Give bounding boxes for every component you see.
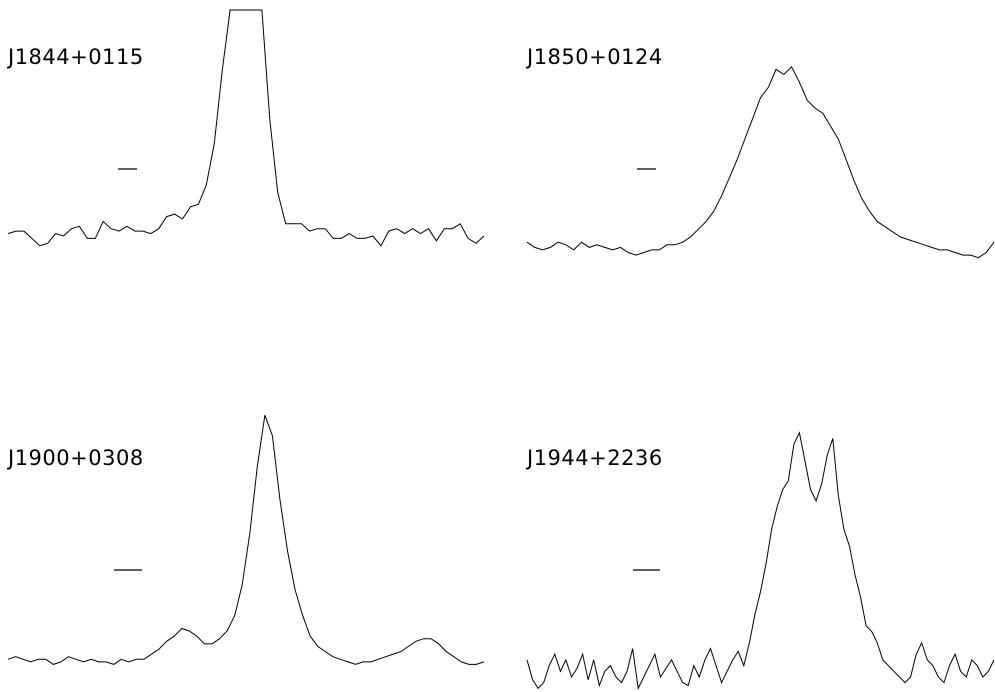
pulsar-name-label: J1844+0115	[6, 45, 144, 69]
panel-J1844+0115: J1844+0115	[6, 9, 485, 247]
pulsar-name-label: J1900+0308	[6, 446, 144, 470]
pulse-profile-line	[526, 65, 995, 259]
pulsar-name-label: J1850+0124	[525, 45, 663, 69]
panel-J1944+2236: J1944+2236	[525, 431, 995, 690]
pulse-profile-line	[7, 414, 485, 665]
pulse-profile-line	[7, 9, 485, 247]
pulse-profile-line	[526, 431, 995, 690]
panel-J1900+0308: J1900+0308	[6, 414, 485, 665]
pulsar-name-label: J1944+2236	[525, 446, 663, 470]
panel-J1850+0124: J1850+0124	[525, 45, 995, 259]
